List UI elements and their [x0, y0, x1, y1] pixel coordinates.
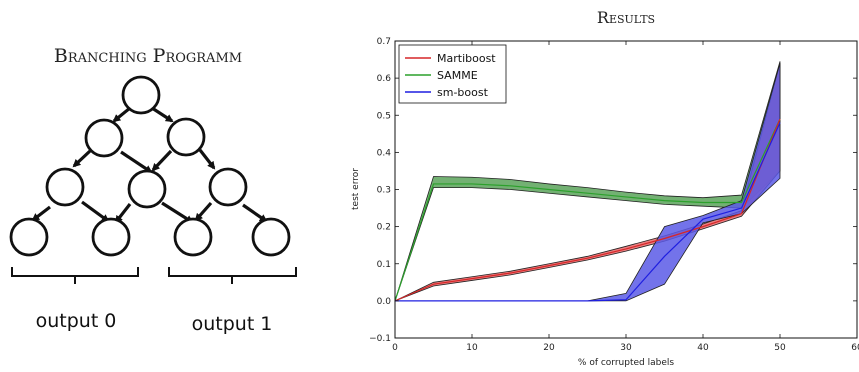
y-tick-label: 0.3 — [377, 186, 391, 196]
edge — [114, 203, 132, 224]
edge — [72, 149, 92, 168]
x-axis-label: % of corrupted labels — [578, 358, 674, 368]
node — [121, 75, 161, 115]
x-tick-label: 20 — [543, 343, 555, 353]
x-tick-label: 40 — [697, 343, 709, 353]
brace-right — [168, 267, 297, 284]
series-lines — [394, 118, 781, 302]
y-tick-label: 0.5 — [377, 111, 391, 121]
edge — [198, 149, 216, 170]
edge — [81, 200, 110, 223]
x-tick-label: 60 — [851, 343, 859, 353]
x-axis-ticks: 0 10 20 30 40 50 60 — [392, 41, 859, 353]
line-martiboost — [394, 118, 781, 302]
x-tick-label: 50 — [774, 343, 786, 353]
chart-title: Results — [597, 8, 655, 27]
edge — [31, 205, 51, 222]
results-chart: Results 0 10 20 30 40 50 60 −0.1 0.0 0.1 0.2 0.3 0.… — [351, 8, 859, 368]
legend-items: Martiboost SAMME sm-boost — [405, 52, 496, 99]
edge — [242, 203, 268, 223]
node — [45, 167, 85, 207]
edge — [194, 201, 213, 222]
node — [91, 217, 131, 257]
x-tick-label: 10 — [466, 343, 478, 353]
y-tick-label: 0.1 — [377, 260, 391, 270]
node — [127, 169, 167, 209]
output-braces — [11, 267, 297, 284]
node — [84, 118, 124, 158]
edge — [151, 106, 174, 123]
legend-label: sm-boost — [437, 86, 489, 99]
y-tick-label: −0.1 — [369, 334, 391, 344]
y-tick-label: 0.4 — [377, 148, 392, 158]
y-axis-label: test error — [351, 168, 361, 210]
line-samme — [394, 118, 781, 302]
branching-program-panel: Branching Programm — [9, 45, 297, 335]
edge — [112, 106, 132, 123]
y-axis-ticks: −0.1 0.0 0.1 0.2 0.3 0.4 0.5 0.6 0.7 — [369, 37, 857, 344]
node — [208, 167, 248, 207]
legend-label: SAMME — [437, 69, 478, 82]
diagram-nodes — [9, 75, 291, 257]
y-tick-label: 0.6 — [377, 74, 392, 84]
output-0-label: output 0 — [36, 310, 117, 332]
line-sm-boost — [395, 122, 781, 302]
y-tick-label: 0.0 — [377, 297, 392, 307]
edge — [120, 150, 153, 174]
node — [9, 217, 49, 257]
node — [251, 217, 291, 257]
legend-box — [398, 44, 507, 104]
x-tick-label: 30 — [620, 343, 632, 353]
x-tick-label: 0 — [392, 343, 398, 353]
legend: Martiboost SAMME sm-boost — [398, 44, 507, 104]
edge — [151, 149, 173, 172]
output-1-label: output 1 — [192, 313, 273, 335]
node — [173, 217, 213, 257]
brace-left — [11, 267, 139, 284]
y-tick-label: 0.7 — [377, 37, 391, 47]
y-tick-label: 0.2 — [377, 223, 391, 233]
branching-program-title: Branching Programm — [54, 45, 242, 67]
legend-label: Martiboost — [437, 52, 496, 65]
node — [166, 117, 206, 157]
